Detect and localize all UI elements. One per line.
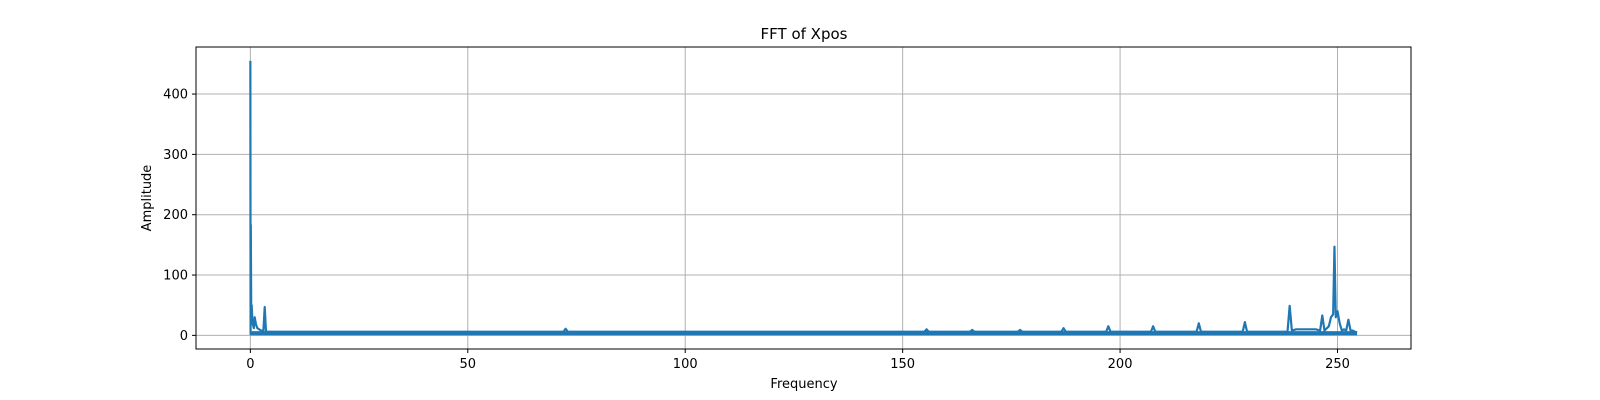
y-tick-label: 100 xyxy=(163,269,188,284)
y-axis-label: Amplitude xyxy=(140,165,155,232)
x-tick-label: 250 xyxy=(1325,357,1350,372)
x-axis-ticks: 0 50 100 150 200 250 xyxy=(246,349,1350,372)
x-tick-label: 100 xyxy=(673,357,698,372)
chart-title: FFT of Xpos xyxy=(761,25,848,43)
y-tick-label: 0 xyxy=(180,329,188,344)
grid xyxy=(196,47,1411,349)
x-axis-label: Frequency xyxy=(770,377,837,392)
y-axis-ticks: 0 100 200 300 400 xyxy=(163,88,196,344)
y-tick-label: 300 xyxy=(163,148,188,163)
plot-frame xyxy=(195,46,1412,350)
noise-floor-band xyxy=(250,331,1358,336)
x-tick-label: 150 xyxy=(890,357,915,372)
x-tick-label: 50 xyxy=(460,357,477,372)
x-tick-label: 200 xyxy=(1108,357,1133,372)
fft-series-line xyxy=(249,60,1358,336)
y-tick-label: 400 xyxy=(163,88,188,103)
series-layer xyxy=(249,60,1358,336)
x-tick-label: 0 xyxy=(246,357,254,372)
y-tick-label: 200 xyxy=(163,208,188,223)
noise-floor-band xyxy=(250,331,1358,336)
